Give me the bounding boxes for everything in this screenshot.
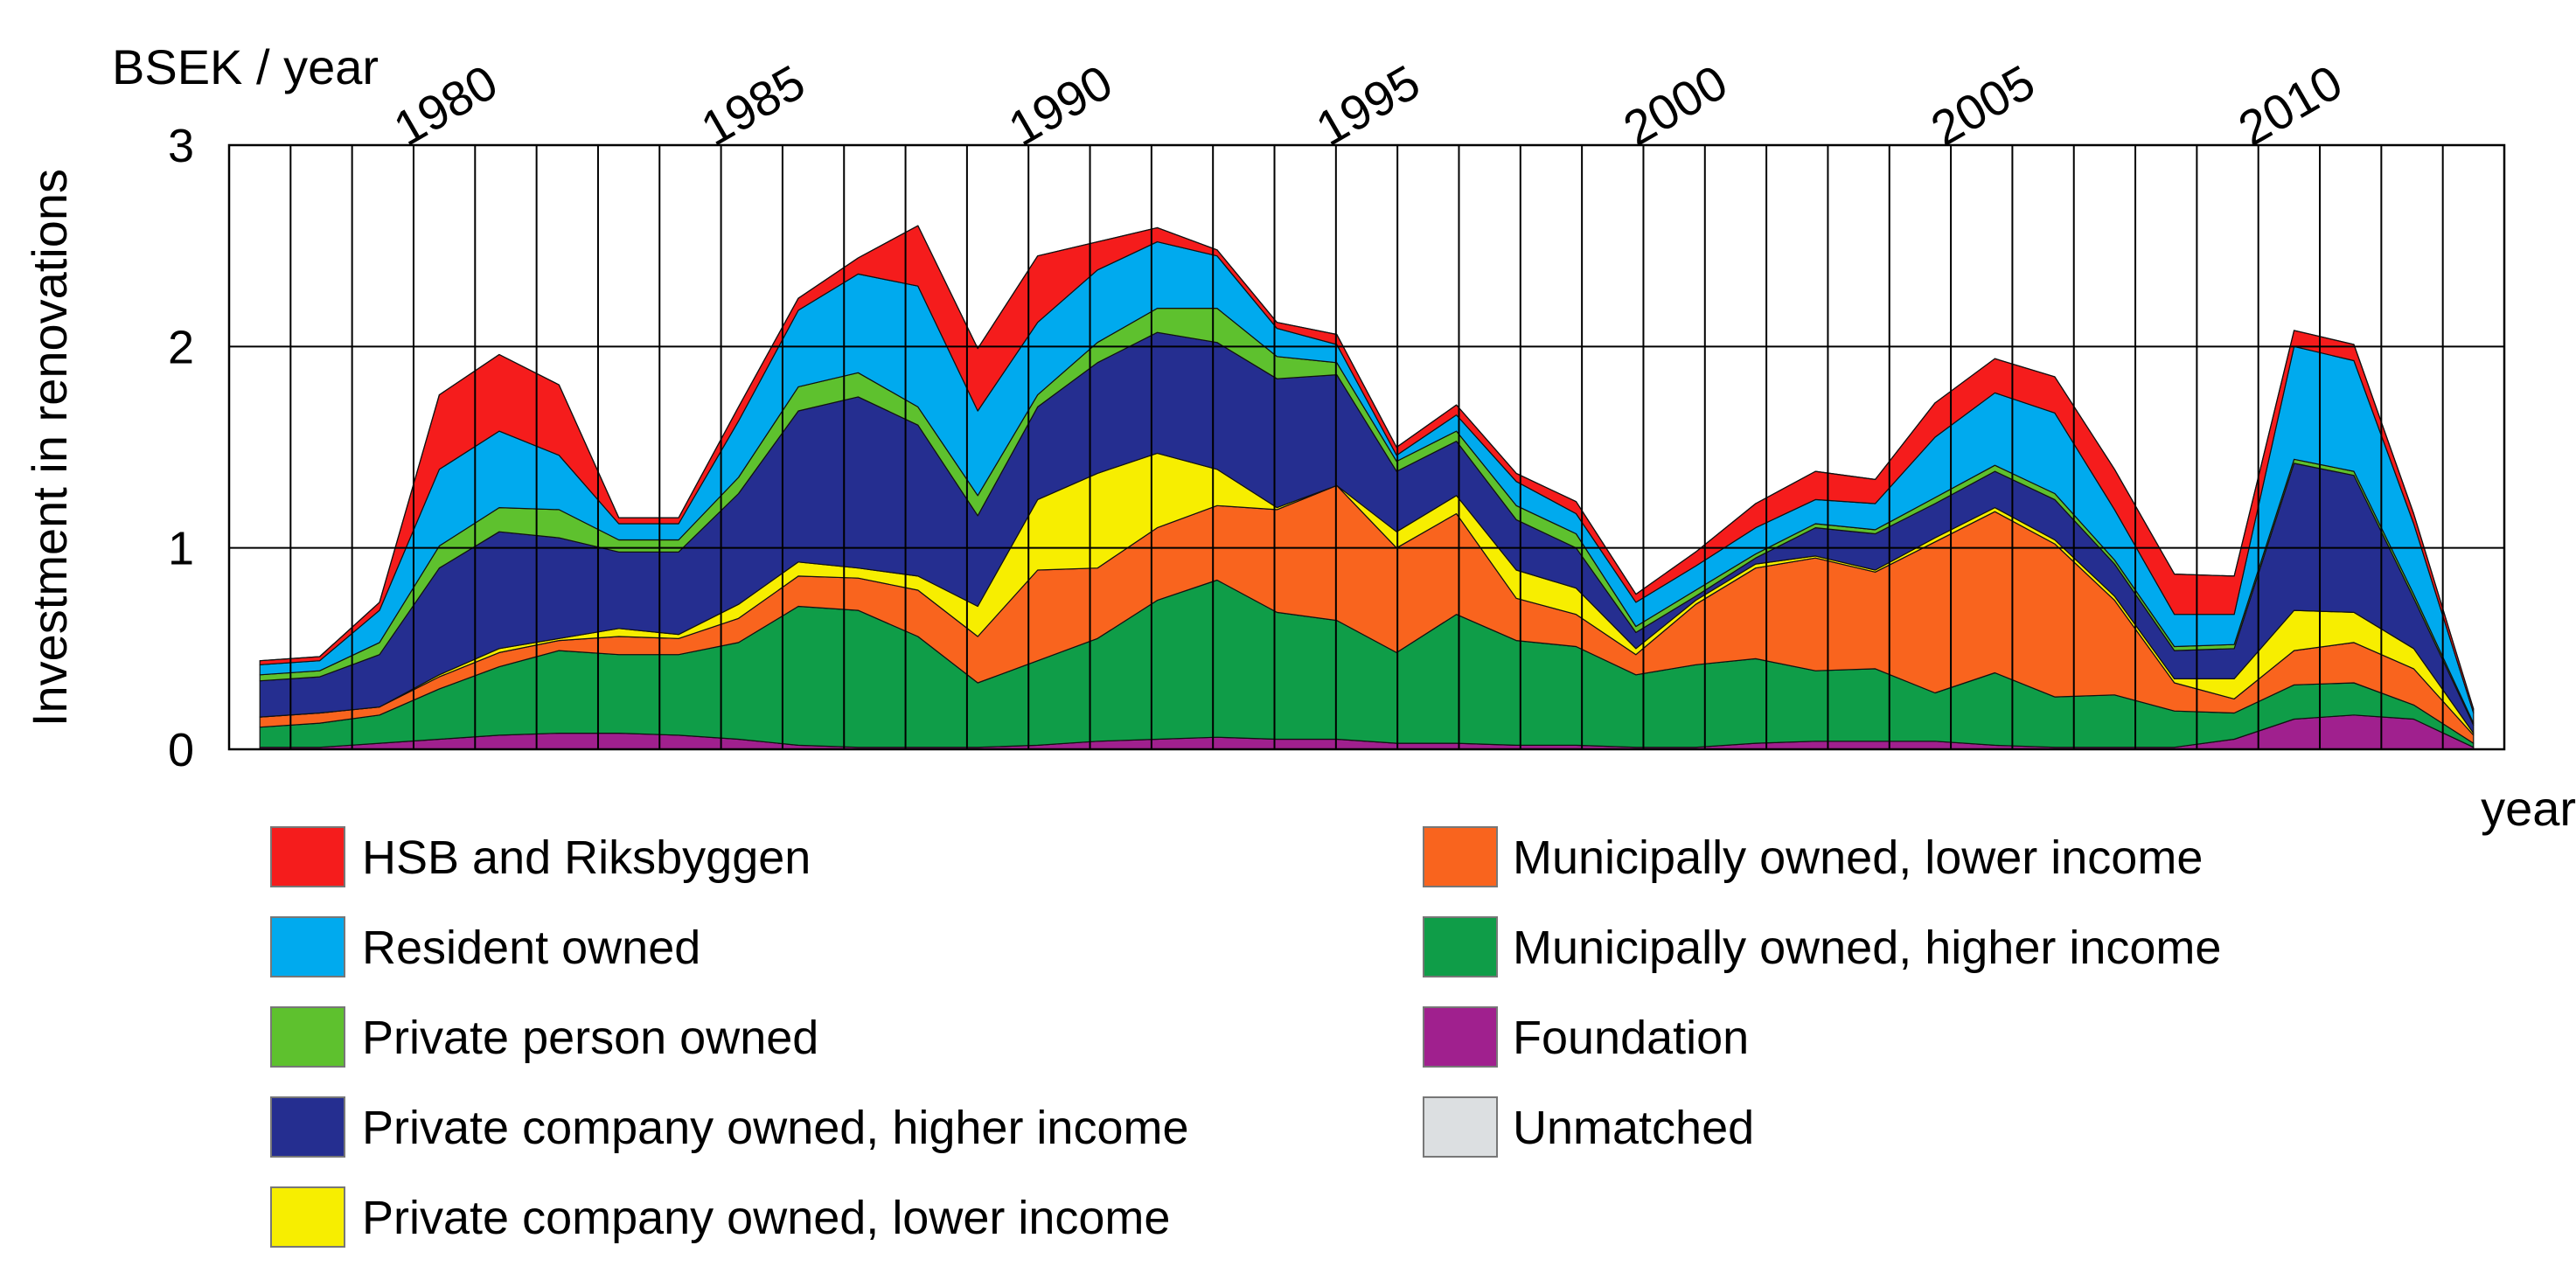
legend-item-municipally-owned-higher-income: Municipally owned, higher income [1423, 916, 2221, 977]
legend-label: Municipally owned, higher income [1513, 922, 2221, 974]
legend-item-private-person-owned: Private person owned [270, 1006, 818, 1068]
legend-item-private-company-owned-higher-income: Private company owned, higher income [270, 1096, 1189, 1158]
area-unmatched [259, 225, 2475, 710]
grid-lines [227, 143, 2506, 751]
y-tick-label: 3 [168, 120, 194, 172]
legend-label: HSB and Riksbyggen [362, 831, 811, 884]
legend-label: Private person owned [362, 1012, 818, 1064]
legend-item-foundation: Foundation [1423, 1006, 1749, 1068]
legend-swatch [270, 1006, 345, 1068]
x-axis-title: year [2481, 781, 2576, 836]
legend-swatch [270, 916, 345, 977]
legend-item-municipally-owned-lower-income: Municipally owned, lower income [1423, 826, 2203, 887]
legend-swatch [270, 826, 345, 887]
legend-swatch [1423, 1096, 1498, 1158]
legend-label: Resident owned [362, 922, 700, 974]
legend-item-hsb-and-riksbyggen: HSB and Riksbyggen [270, 826, 811, 887]
y-tick-label: 0 [168, 724, 194, 776]
legend-swatch [1423, 826, 1498, 887]
x-tick-label: 2010 [2229, 54, 2350, 157]
x-tick-label: 2005 [1922, 54, 2043, 157]
x-tick-label: 2000 [1614, 54, 1736, 157]
x-tick-label: 1985 [692, 54, 813, 157]
legend-swatch [1423, 916, 1498, 977]
legend-swatch [1423, 1006, 1498, 1068]
legend-swatch [270, 1186, 345, 1248]
y-axis-title: Investment in renovations [22, 169, 77, 727]
area-layers [229, 145, 2504, 750]
x-tick-label: 1990 [999, 54, 1121, 157]
legend: HSB and Riksbyggen Resident owned Private … [270, 826, 2221, 1248]
x-tick-label: 1980 [385, 54, 506, 157]
legend-item-unmatched: Unmatched [1423, 1096, 1754, 1158]
plot-frame [227, 143, 2506, 751]
legend-label: Foundation [1513, 1012, 1749, 1064]
x-tick-label: 1995 [1307, 54, 1429, 157]
legend-item-resident-owned: Resident owned [270, 916, 700, 977]
y-tick-label: 1 [168, 523, 194, 575]
unit-label: BSEK / year [112, 39, 379, 94]
legend-swatch [270, 1096, 345, 1158]
legend-label: Municipally owned, lower income [1513, 831, 2203, 884]
legend-label: Private company owned, higher income [362, 1102, 1189, 1154]
legend-item-private-company-owned-lower-income: Private company owned, lower income [270, 1186, 1170, 1248]
y-tick-label: 2 [168, 321, 194, 373]
legend-label: Unmatched [1513, 1102, 1754, 1154]
legend-label: Private company owned, lower income [362, 1192, 1170, 1244]
